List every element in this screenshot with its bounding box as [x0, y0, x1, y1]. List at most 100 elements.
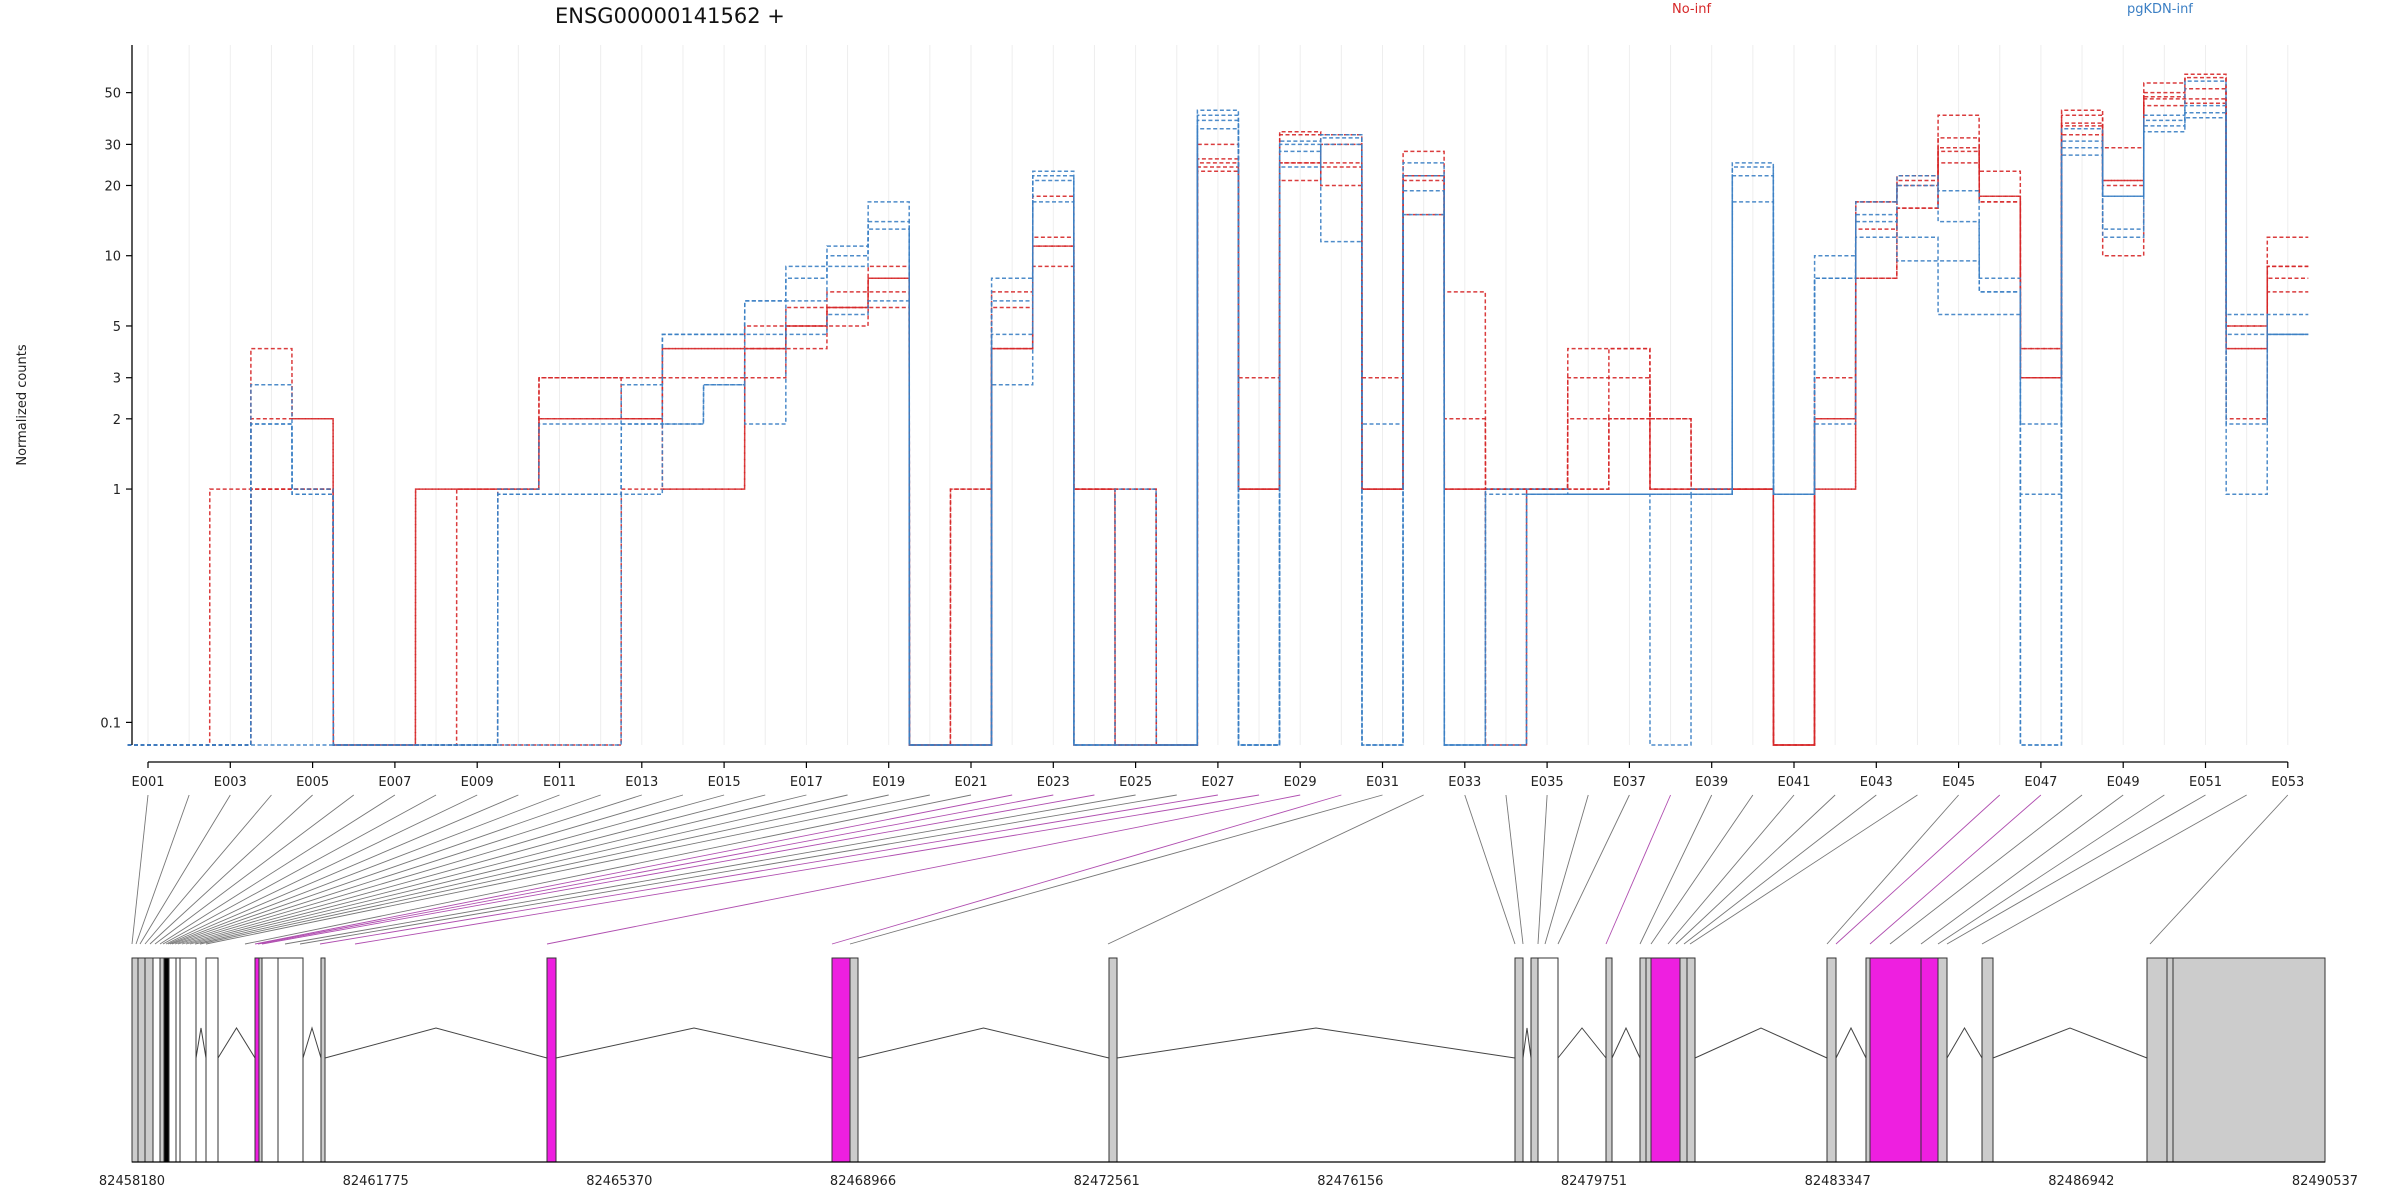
genome-tick-label: 82465370: [586, 1174, 652, 1189]
exon-box: [320, 957, 326, 1163]
connector-e001: [131, 794, 149, 945]
connector-e041: [1667, 794, 1795, 945]
connector-e030: [831, 794, 1342, 945]
x-tick-label: E049: [2107, 775, 2140, 790]
connector-e020: [205, 794, 930, 945]
exon-box: [1937, 957, 1948, 1163]
connector-e051: [1946, 794, 2206, 945]
gene-model: [131, 957, 2326, 1163]
x-tick-label: E025: [1119, 775, 1152, 790]
connector-e013: [174, 794, 642, 945]
exon-box: [144, 957, 154, 1163]
connector-e029: [546, 794, 1301, 945]
x-tick-label: E031: [1366, 775, 1399, 790]
connector-e002: [135, 794, 190, 945]
y-tick-label: 5: [113, 320, 121, 335]
x-tick-label: E053: [2271, 775, 2304, 790]
connector-e023: [257, 794, 1054, 945]
exon-connectors: [131, 794, 2289, 945]
connector-e031: [849, 794, 1383, 945]
connector-e045: [1826, 794, 1959, 945]
connector-e015: [181, 794, 725, 945]
exon-box: [175, 957, 181, 1163]
exon-box: [1650, 957, 1681, 1163]
x-tick-label: E029: [1284, 775, 1317, 790]
exon-box: [2146, 957, 2168, 1163]
connector-e026: [299, 794, 1177, 945]
x-tick-label: E039: [1695, 775, 1728, 790]
connector-e053: [2149, 794, 2289, 945]
connector-e035: [1537, 794, 1548, 945]
exon-box: [831, 957, 851, 1163]
x-tick-label: E003: [214, 775, 247, 790]
exon-box: [1865, 957, 1871, 1163]
exon-box: [179, 957, 197, 1163]
connector-e027: [319, 794, 1218, 945]
x-tick-label: E037: [1613, 775, 1646, 790]
x-tick-label: E043: [1860, 775, 1893, 790]
connector-e042: [1675, 794, 1836, 945]
exon-box: [849, 957, 859, 1163]
intron-line: [217, 1027, 256, 1059]
y-tick-label: 10: [104, 250, 121, 265]
connector-e022: [254, 794, 1013, 945]
x-tick-label: E033: [1448, 775, 1481, 790]
exon-box: [1639, 957, 1647, 1163]
intron-line: [1557, 1027, 1607, 1059]
y-axis-label: Normalized counts: [15, 344, 30, 466]
connector-e006: [154, 794, 355, 945]
exon-box: [159, 957, 165, 1163]
x-tick-label: E007: [378, 775, 411, 790]
connector-e016: [185, 794, 766, 945]
genome-tick-label: 82486942: [2048, 1174, 2114, 1189]
genome-tick-label: 82458180: [99, 1174, 165, 1189]
connector-e036: [1544, 794, 1589, 945]
connector-e034: [1505, 794, 1524, 945]
exon-box: [261, 957, 279, 1163]
x-tick-label: E011: [543, 775, 576, 790]
intron-line: [1835, 1026, 1867, 1059]
connector-e025: [284, 794, 1136, 945]
exon-box: [163, 957, 170, 1163]
connector-e024: [261, 794, 1095, 945]
exon-box: [1537, 957, 1559, 1163]
chart-title: ENSG00000141562 +: [555, 4, 785, 28]
connector-e007: [159, 794, 396, 945]
exon-box: [152, 957, 161, 1163]
intron-line: [1992, 1027, 2148, 1059]
connector-e032: [1107, 794, 1424, 945]
intron-line: [324, 1027, 548, 1059]
intron-line: [195, 1027, 207, 1059]
intron-line: [1611, 1026, 1641, 1059]
connector-e052: [1981, 794, 2247, 945]
y-tick-label: 20: [104, 179, 121, 194]
connector-e039: [1639, 794, 1713, 945]
y-tick-label: 50: [104, 87, 121, 102]
connector-e004: [144, 794, 272, 945]
genome-tick-label: 82476156: [1317, 1174, 1383, 1189]
x-tick-label: E051: [2189, 775, 2222, 790]
connector-e014: [177, 794, 684, 945]
connector-e008: [162, 794, 437, 945]
exon-box: [1869, 957, 1922, 1163]
y-tick-label: 3: [113, 372, 121, 387]
intron-line: [1946, 1027, 1983, 1059]
intron-line: [1116, 1027, 1516, 1059]
exon-box: [1108, 957, 1118, 1163]
x-tick-label: E005: [296, 775, 329, 790]
x-tick-label: E035: [1531, 775, 1564, 790]
connector-e009: [165, 794, 478, 945]
x-tick-label: E045: [1942, 775, 1975, 790]
genome-tick-label: 82461775: [343, 1174, 409, 1189]
exon-box: [2166, 957, 2174, 1163]
connector-e046: [1835, 794, 2001, 945]
legend-pgkdn-inf: pgKDN-inf: [2127, 2, 2193, 17]
legend-no-inf: No-inf: [1672, 2, 1711, 17]
intron-line: [555, 1027, 833, 1059]
x-axis: E001 E003 E005 E007 E009 E011 E013 E015 E017 E019…: [131, 761, 2304, 790]
connector-e005: [149, 794, 313, 945]
x-tick-label: E019: [872, 775, 905, 790]
genome-tick-label: 82483347: [1805, 1174, 1871, 1189]
connector-e021: [244, 794, 972, 945]
